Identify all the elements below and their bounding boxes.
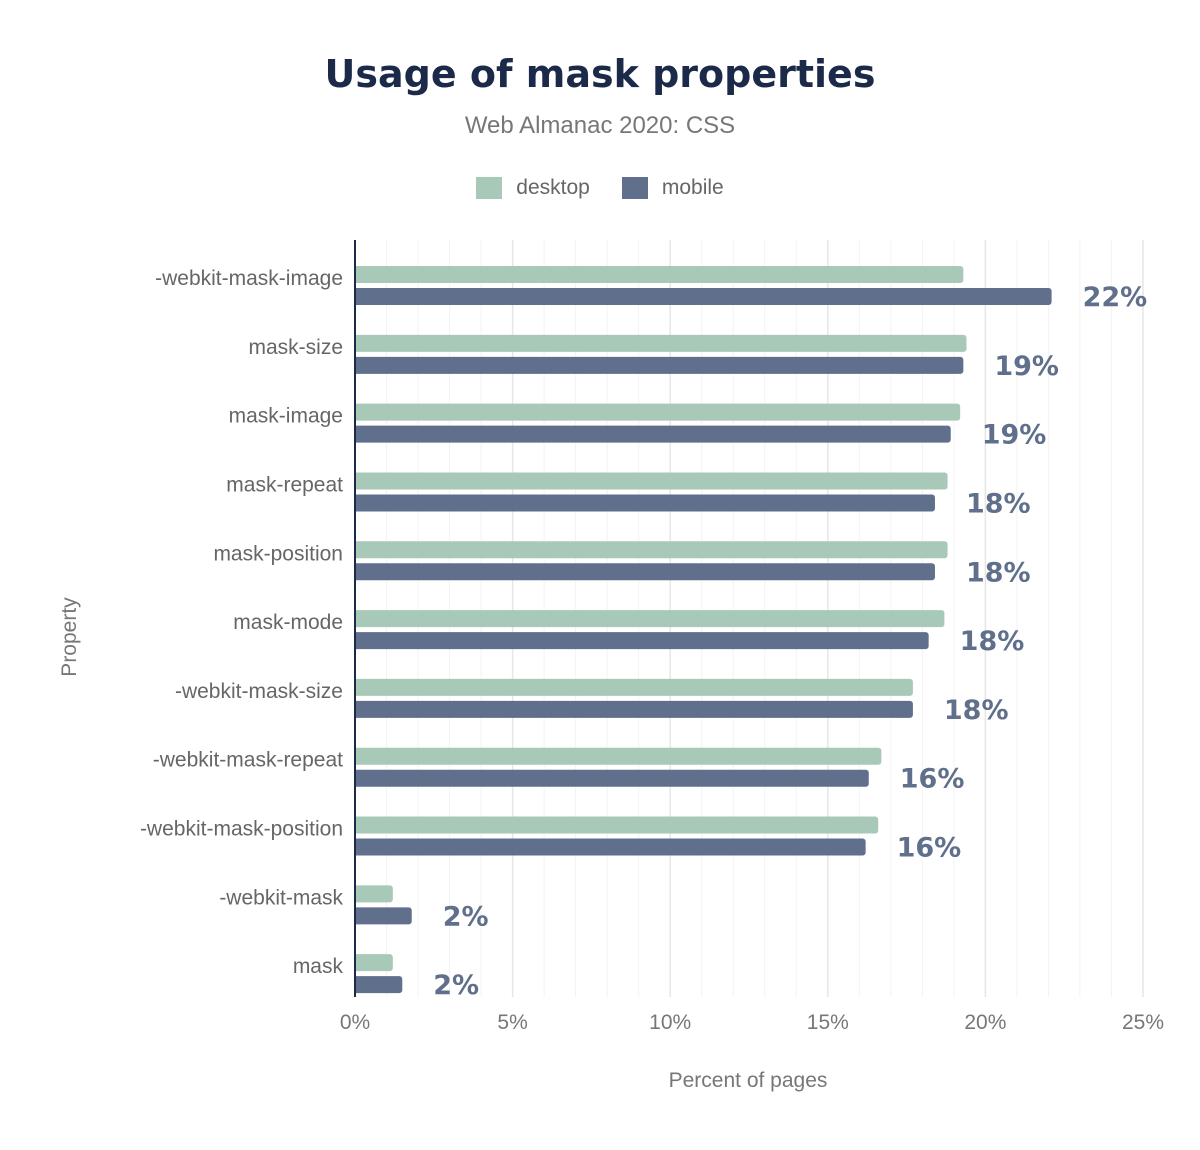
legend-swatch — [476, 177, 503, 199]
bar-mobile — [355, 288, 1052, 305]
x-tick-label: 15% — [807, 1011, 849, 1034]
legend-label: mobile — [661, 176, 724, 199]
bar-mobile — [355, 632, 929, 650]
x-tick-label: 5% — [497, 1011, 527, 1034]
data-label: 18% — [966, 488, 1031, 519]
bar-desktop — [355, 678, 913, 696]
x-axis-title: Percent of pages — [669, 1069, 828, 1092]
data-label: 2% — [443, 901, 489, 932]
data-label: 19% — [994, 351, 1059, 382]
x-tick-label: 10% — [649, 1011, 691, 1034]
y-tick-label: mask-image — [229, 405, 343, 428]
y-tick-label: mask-repeat — [226, 473, 343, 496]
bar-desktop — [355, 334, 967, 352]
data-label: 19% — [982, 420, 1047, 451]
chart-title: Usage of mask properties — [324, 52, 876, 96]
y-tick-label: -webkit-mask — [219, 886, 343, 909]
y-tick-label: -webkit-mask-repeat — [153, 749, 343, 772]
chart-subtitle: Web Almanac 2020: CSS — [464, 112, 736, 139]
bar-desktop — [355, 954, 393, 972]
legend: desktop mobile — [0, 176, 1200, 200]
bar-mobile — [355, 907, 412, 925]
y-tick-label: -webkit-mask-image — [155, 267, 343, 290]
y-tick-label: mask-mode — [233, 611, 343, 634]
bar-desktop — [355, 816, 879, 834]
bar-mobile — [355, 700, 913, 718]
x-tick-label: 25% — [1122, 1011, 1164, 1034]
bar-mobile — [355, 769, 869, 787]
y-tick-label: mask — [293, 955, 344, 978]
bar-mobile — [355, 563, 935, 581]
y-tick-label: -webkit-mask-size — [175, 680, 343, 703]
bar-mobile — [355, 356, 964, 374]
bar-desktop — [355, 266, 964, 283]
bar-mobile — [355, 425, 951, 443]
data-label: 16% — [900, 764, 965, 795]
bar-desktop — [355, 541, 948, 559]
data-label: 18% — [966, 557, 1031, 588]
y-tick-label: mask-position — [213, 542, 343, 565]
x-tick-label: 0% — [340, 1011, 370, 1034]
data-label: 2% — [433, 970, 479, 1001]
y-axis-title: Property — [58, 597, 81, 677]
bar-desktop — [355, 472, 948, 490]
y-tick-label: -webkit-mask-position — [140, 818, 343, 841]
legend-swatch — [621, 177, 648, 199]
bar-desktop — [355, 885, 393, 903]
bar-desktop — [355, 403, 961, 421]
data-label: 18% — [960, 626, 1025, 657]
legend-label: desktop — [516, 176, 590, 199]
bar-desktop — [355, 610, 945, 628]
bar-desktop — [355, 747, 882, 765]
bar-mobile — [355, 976, 403, 994]
x-tick-label: 20% — [964, 1011, 1006, 1034]
data-label: 22% — [1083, 282, 1148, 313]
data-label: 16% — [897, 833, 962, 864]
legend-item-mobile[interactable]: mobile — [621, 176, 724, 200]
data-label: 18% — [944, 695, 1009, 726]
y-tick-label: mask-size — [248, 336, 343, 359]
legend-item-desktop[interactable]: desktop — [476, 176, 590, 200]
bar-mobile — [355, 838, 866, 856]
bar-mobile — [355, 494, 935, 512]
